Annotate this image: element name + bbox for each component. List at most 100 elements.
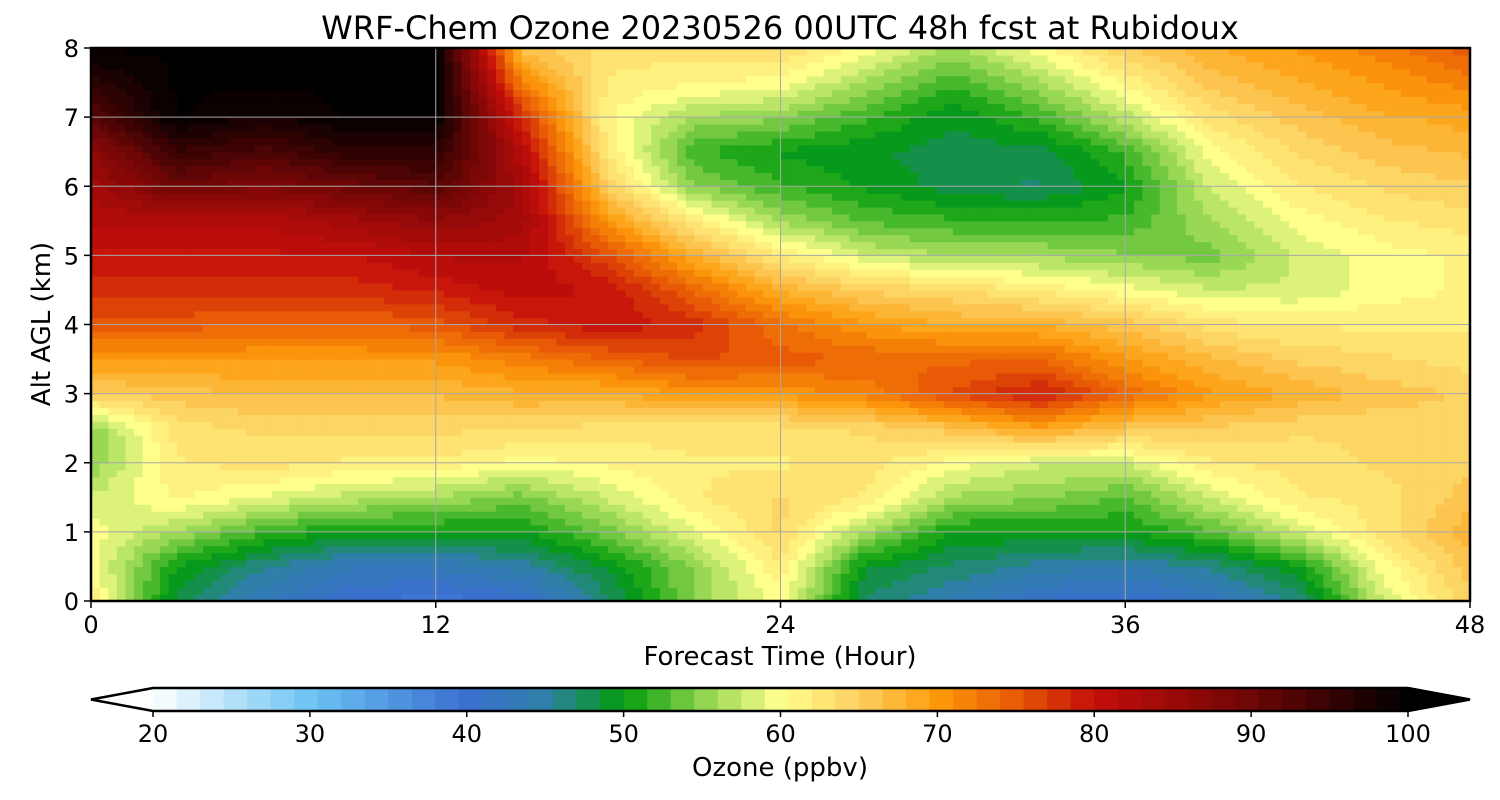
heatmap-cell	[349, 483, 359, 491]
heatmap-cell	[978, 559, 988, 568]
heatmap-cell	[409, 518, 420, 526]
heatmap-cell	[1306, 393, 1316, 402]
heatmap-cell	[358, 524, 368, 533]
heatmap-cell	[280, 524, 290, 533]
heatmap-cell	[452, 476, 463, 485]
heatmap-cell	[1332, 518, 1342, 526]
heatmap-cell	[1021, 559, 1032, 568]
heatmap-cell	[203, 580, 213, 588]
heatmap-cell	[384, 407, 394, 415]
heatmap-cell	[1426, 455, 1437, 464]
heatmap-cell	[806, 538, 816, 547]
heatmap-cell	[1297, 386, 1307, 395]
heatmap-cell	[875, 559, 885, 568]
heatmap-cell	[935, 469, 945, 478]
heatmap-cell	[1297, 414, 1307, 422]
heatmap-cell	[754, 428, 764, 436]
heatmap-cell	[91, 428, 101, 436]
heatmap-cell	[99, 435, 109, 443]
heatmap-cell	[746, 386, 756, 395]
heatmap-cell	[1064, 428, 1075, 436]
heatmap-cell	[918, 462, 928, 471]
heatmap-cell	[254, 573, 264, 581]
heatmap-cell	[1176, 497, 1187, 505]
heatmap-cell	[1194, 476, 1204, 485]
heatmap-cell	[289, 580, 299, 588]
heatmap-cell	[203, 435, 213, 443]
heatmap-cell	[961, 524, 971, 533]
heatmap-cell	[685, 504, 695, 512]
heatmap-cell	[1357, 462, 1368, 471]
heatmap-cell	[246, 559, 256, 568]
heatmap-cell	[470, 566, 480, 574]
heatmap-cell	[340, 414, 351, 422]
heatmap-cell	[315, 393, 325, 402]
heatmap-cell	[254, 435, 264, 443]
heatmap-cell	[1289, 573, 1299, 581]
heatmap-cell	[599, 428, 609, 436]
heatmap-cell	[633, 552, 644, 561]
heatmap-cell	[935, 490, 945, 498]
heatmap-cell	[384, 448, 394, 457]
heatmap-cell	[883, 448, 894, 457]
heatmap-cell	[806, 455, 816, 464]
heatmap-cell	[142, 428, 152, 436]
heatmap-cell	[849, 518, 859, 526]
heatmap-cell	[452, 538, 463, 547]
heatmap-cell	[547, 386, 558, 395]
heatmap-cell	[858, 442, 868, 450]
heatmap-cell	[1237, 400, 1247, 409]
heatmap-cell	[1426, 435, 1437, 443]
heatmap-cell	[1435, 504, 1445, 512]
heatmap-cell	[771, 580, 782, 588]
heatmap-cell	[358, 545, 368, 554]
heatmap-cell	[375, 538, 385, 547]
heatmap-cell	[134, 476, 144, 485]
heatmap-cell	[1194, 414, 1204, 422]
heatmap-cell	[168, 518, 178, 526]
heatmap-cell	[487, 407, 497, 415]
heatmap-cell	[366, 552, 377, 561]
heatmap-cell	[625, 504, 635, 512]
heatmap-cell	[1426, 497, 1437, 505]
heatmap-cell	[1168, 455, 1178, 464]
heatmap-cell	[159, 518, 170, 526]
heatmap-cell	[203, 469, 213, 478]
heatmap-cell	[539, 538, 549, 547]
heatmap-cell	[927, 504, 937, 512]
heatmap-cell	[1314, 476, 1325, 485]
heatmap-cell	[1383, 407, 1394, 415]
heatmap-cell	[1090, 566, 1100, 574]
heatmap-cell	[444, 573, 454, 581]
heatmap-cell	[737, 386, 747, 395]
heatmap-cell	[211, 524, 221, 533]
heatmap-cell	[1237, 407, 1247, 415]
heatmap-cell	[677, 497, 687, 505]
heatmap-cell	[99, 393, 109, 402]
heatmap-cell	[642, 414, 652, 422]
heatmap-cell	[677, 524, 687, 533]
heatmap-cell	[789, 545, 799, 554]
heatmap-cell	[1064, 580, 1075, 588]
heatmap-cell	[1125, 504, 1135, 512]
heatmap-cell	[746, 580, 756, 588]
heatmap-cell	[1073, 587, 1083, 595]
heatmap-cell	[961, 483, 971, 491]
heatmap-cell	[789, 559, 799, 568]
heatmap-cell	[720, 552, 730, 561]
heatmap-cell	[737, 428, 747, 436]
heatmap-cell	[1116, 435, 1126, 443]
heatmap-cell	[521, 428, 532, 436]
heatmap-cell	[539, 573, 549, 581]
heatmap-cell	[883, 428, 894, 436]
heatmap-cell	[177, 386, 187, 395]
heatmap-cell	[159, 504, 170, 512]
heatmap-cell	[271, 455, 282, 464]
heatmap-cell	[1047, 594, 1057, 601]
heatmap-cell	[608, 559, 618, 568]
heatmap-cell	[875, 442, 885, 450]
heatmap-cell	[530, 566, 540, 574]
heatmap-cell	[521, 559, 532, 568]
heatmap-cell	[1056, 545, 1066, 554]
heatmap-cell	[1375, 462, 1385, 471]
